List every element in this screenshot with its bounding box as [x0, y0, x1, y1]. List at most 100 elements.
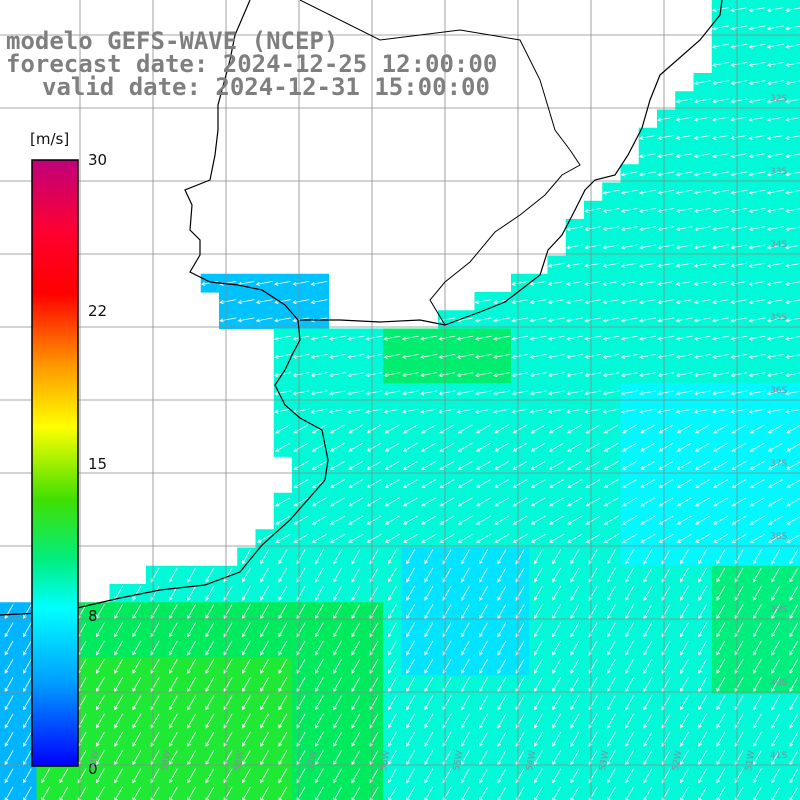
wind-cell: [346, 602, 366, 622]
wind-arrow: [424, 750, 434, 766]
wind-arrow: [333, 622, 342, 638]
wind-cell: [292, 730, 311, 749]
wind-arrow: [766, 280, 784, 286]
wind-cell: [511, 784, 530, 800]
wind-cell: [419, 529, 439, 549]
wind-cell: [401, 438, 421, 457]
wind-cell: [419, 730, 439, 749]
wind-cell: [182, 784, 202, 800]
wind-cell: [438, 584, 457, 603]
wind-arrow: [698, 658, 707, 674]
wind-cell: [127, 657, 147, 676]
wind-arrow: [41, 768, 50, 784]
wind-cell: [292, 474, 311, 494]
lat-label-33s: 33S: [770, 167, 788, 177]
wind-arrow: [511, 335, 529, 341]
wind-arrow: [679, 677, 689, 693]
wind-cell: [219, 638, 238, 658]
wind-arrow: [584, 280, 602, 286]
wind-arrow: [365, 390, 383, 396]
wind-cell: [565, 620, 585, 640]
wind-arrow: [456, 335, 474, 341]
wind-arrow: [439, 442, 455, 452]
wind-cell: [328, 730, 348, 749]
wind-arrow: [366, 442, 382, 452]
wind-cell: [419, 711, 439, 731]
wind-arrow: [602, 353, 620, 359]
wind-cell: [529, 748, 549, 768]
wind-arrow: [730, 372, 748, 378]
wind-arrow: [255, 299, 273, 305]
wind-arrow: [657, 372, 675, 378]
wind-cell: [365, 730, 384, 749]
wind-arrow: [314, 658, 324, 674]
wind-cell: [602, 748, 622, 768]
wind-arrow: [713, 424, 729, 434]
wind-arrow: [329, 461, 345, 470]
wind-cell: [602, 419, 622, 439]
wind-cell: [146, 638, 165, 658]
wind-arrow: [424, 713, 434, 729]
wind-cell: [730, 730, 749, 749]
wind-cell: [328, 602, 348, 622]
wind-cell: [365, 474, 384, 494]
wind-cell: [565, 419, 585, 439]
wind-arrow: [766, 153, 784, 159]
wind-cell: [328, 547, 348, 567]
wind-cell: [36, 784, 56, 800]
wind-arrow: [59, 768, 69, 784]
wind-arrow: [693, 171, 711, 177]
wind-cell: [657, 547, 676, 567]
wind-cell: [584, 638, 603, 658]
wind-arrow: [293, 461, 309, 470]
wind-arrow: [675, 353, 693, 359]
wind-cell: [273, 693, 293, 713]
wind-cell: [547, 511, 567, 530]
wind-arrow: [748, 189, 766, 195]
wind-arrow: [132, 695, 142, 711]
wind-arrow: [676, 442, 692, 452]
wind-cell: [219, 602, 238, 622]
wind-arrow: [205, 695, 215, 711]
wind-arrow: [602, 244, 620, 250]
wind-cell: [346, 492, 366, 512]
wind-arrow: [625, 695, 634, 711]
wind-arrow: [424, 585, 434, 601]
wind-cell: [328, 419, 348, 439]
wind-arrow: [420, 390, 437, 396]
wind-cell: [730, 748, 749, 768]
wind-cell: [383, 419, 403, 439]
wind-arrow: [602, 189, 620, 195]
wind-arrow: [712, 408, 729, 414]
wind-arrow: [479, 713, 488, 729]
wind-arrow: [533, 677, 543, 693]
wind-arrow: [511, 372, 529, 378]
wind-cell: [657, 620, 676, 640]
wind-arrow: [566, 226, 583, 232]
wind-arrow: [785, 390, 800, 396]
wind-arrow: [679, 640, 689, 656]
wind-arrow: [584, 390, 602, 396]
wind-arrow: [786, 424, 800, 434]
wind-arrow: [716, 585, 726, 601]
wind-arrow: [530, 497, 546, 507]
wind-arrow: [785, 7, 800, 13]
wind-arrow: [474, 390, 492, 396]
wind-arrow: [406, 567, 415, 583]
wind-cell: [730, 784, 749, 800]
wind-arrow: [22, 658, 32, 674]
wind-arrow: [786, 516, 800, 525]
wind-cell: [584, 456, 603, 476]
wind-arrow: [567, 479, 583, 489]
wind-cell: [784, 529, 800, 549]
wind-cell: [456, 657, 476, 676]
wind-cell: [273, 492, 293, 512]
wind-arrow: [621, 515, 637, 525]
wind-cell: [748, 748, 768, 768]
wind-arrow: [602, 390, 620, 396]
wind-cell: [584, 766, 603, 786]
wind-cell: [584, 474, 603, 494]
wind-arrow: [439, 461, 455, 470]
wind-cell: [292, 456, 311, 476]
wind-arrow: [497, 549, 507, 565]
